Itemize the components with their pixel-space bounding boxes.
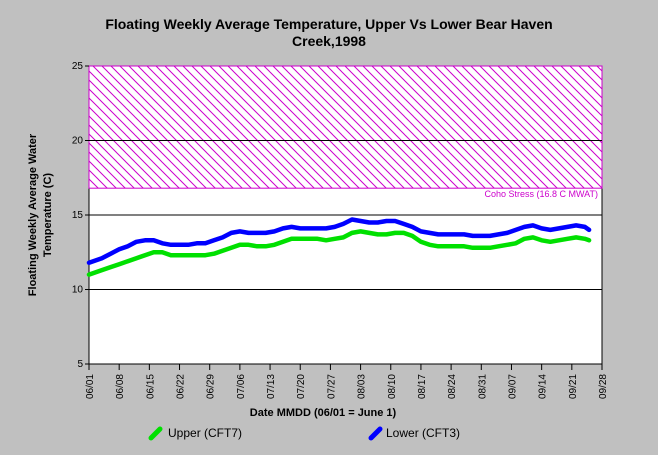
legend-label-upper: Upper (CFT7): [168, 426, 242, 440]
x-tick-label-11: 08/17: [417, 374, 428, 399]
y-axis: 5 10 15 20 25: [72, 61, 89, 370]
legend: Upper (CFT7) Lower (CFT3): [148, 426, 460, 441]
y-axis-label-line-1: Floating Weekly Average Water: [27, 133, 39, 296]
x-axis: 06/01 06/08 06/15 06/22 06/29 07/06 07/13 07/20…: [85, 364, 609, 399]
x-tick-label-8: 07/27: [326, 374, 337, 399]
x-tick-label-16: 09/21: [568, 374, 579, 399]
x-tick-label-1: 06/08: [115, 374, 126, 399]
y-tick-label-10: 10: [72, 285, 84, 296]
y-tick-label-15: 15: [72, 210, 84, 221]
series-line-0: [86, 229, 592, 277]
series-line-1: [86, 217, 592, 265]
coho-stress-band: [88, 65, 603, 189]
x-tick-label-3: 06/22: [176, 374, 187, 399]
y-axis-label-line-2: Temperature (C): [42, 173, 54, 257]
x-tick-label-15: 09/14: [538, 374, 549, 399]
x-tick-label-14: 09/07: [507, 374, 518, 399]
x-tick-label-6: 07/13: [266, 374, 277, 399]
x-tick-label-12: 08/24: [447, 374, 458, 399]
x-tick-label-5: 07/06: [236, 374, 247, 399]
legend-label-lower: Lower (CFT3): [386, 426, 460, 440]
grid-lines: [89, 140, 602, 290]
series-lines: [86, 217, 592, 277]
y-tick-label-25: 25: [72, 61, 84, 72]
coho-stress-label: Coho Stress (16.8 C MWAT): [484, 189, 598, 199]
x-axis-label: Date MMDD (06/01 = June 1): [250, 407, 397, 419]
chart-title-line-2: Creek,1998: [292, 33, 366, 49]
x-tick-label-17: 09/28: [598, 374, 609, 399]
x-tick-label-7: 07/20: [296, 374, 307, 399]
y-tick-label-20: 20: [72, 136, 84, 147]
x-tick-label-0: 06/01: [85, 374, 96, 399]
chart-title-line-1: Floating Weekly Average Temperature, Upp…: [105, 16, 552, 32]
x-tick-label-13: 08/31: [477, 374, 488, 399]
y-tick-label-5: 5: [77, 359, 83, 370]
x-tick-label-4: 06/29: [206, 374, 217, 399]
x-tick-label-10: 08/10: [387, 374, 398, 399]
x-tick-label-2: 06/15: [145, 374, 156, 399]
legend-swatch-upper: [148, 426, 163, 441]
x-tick-label-9: 08/03: [357, 374, 368, 399]
legend-swatch-lower: [368, 426, 383, 441]
